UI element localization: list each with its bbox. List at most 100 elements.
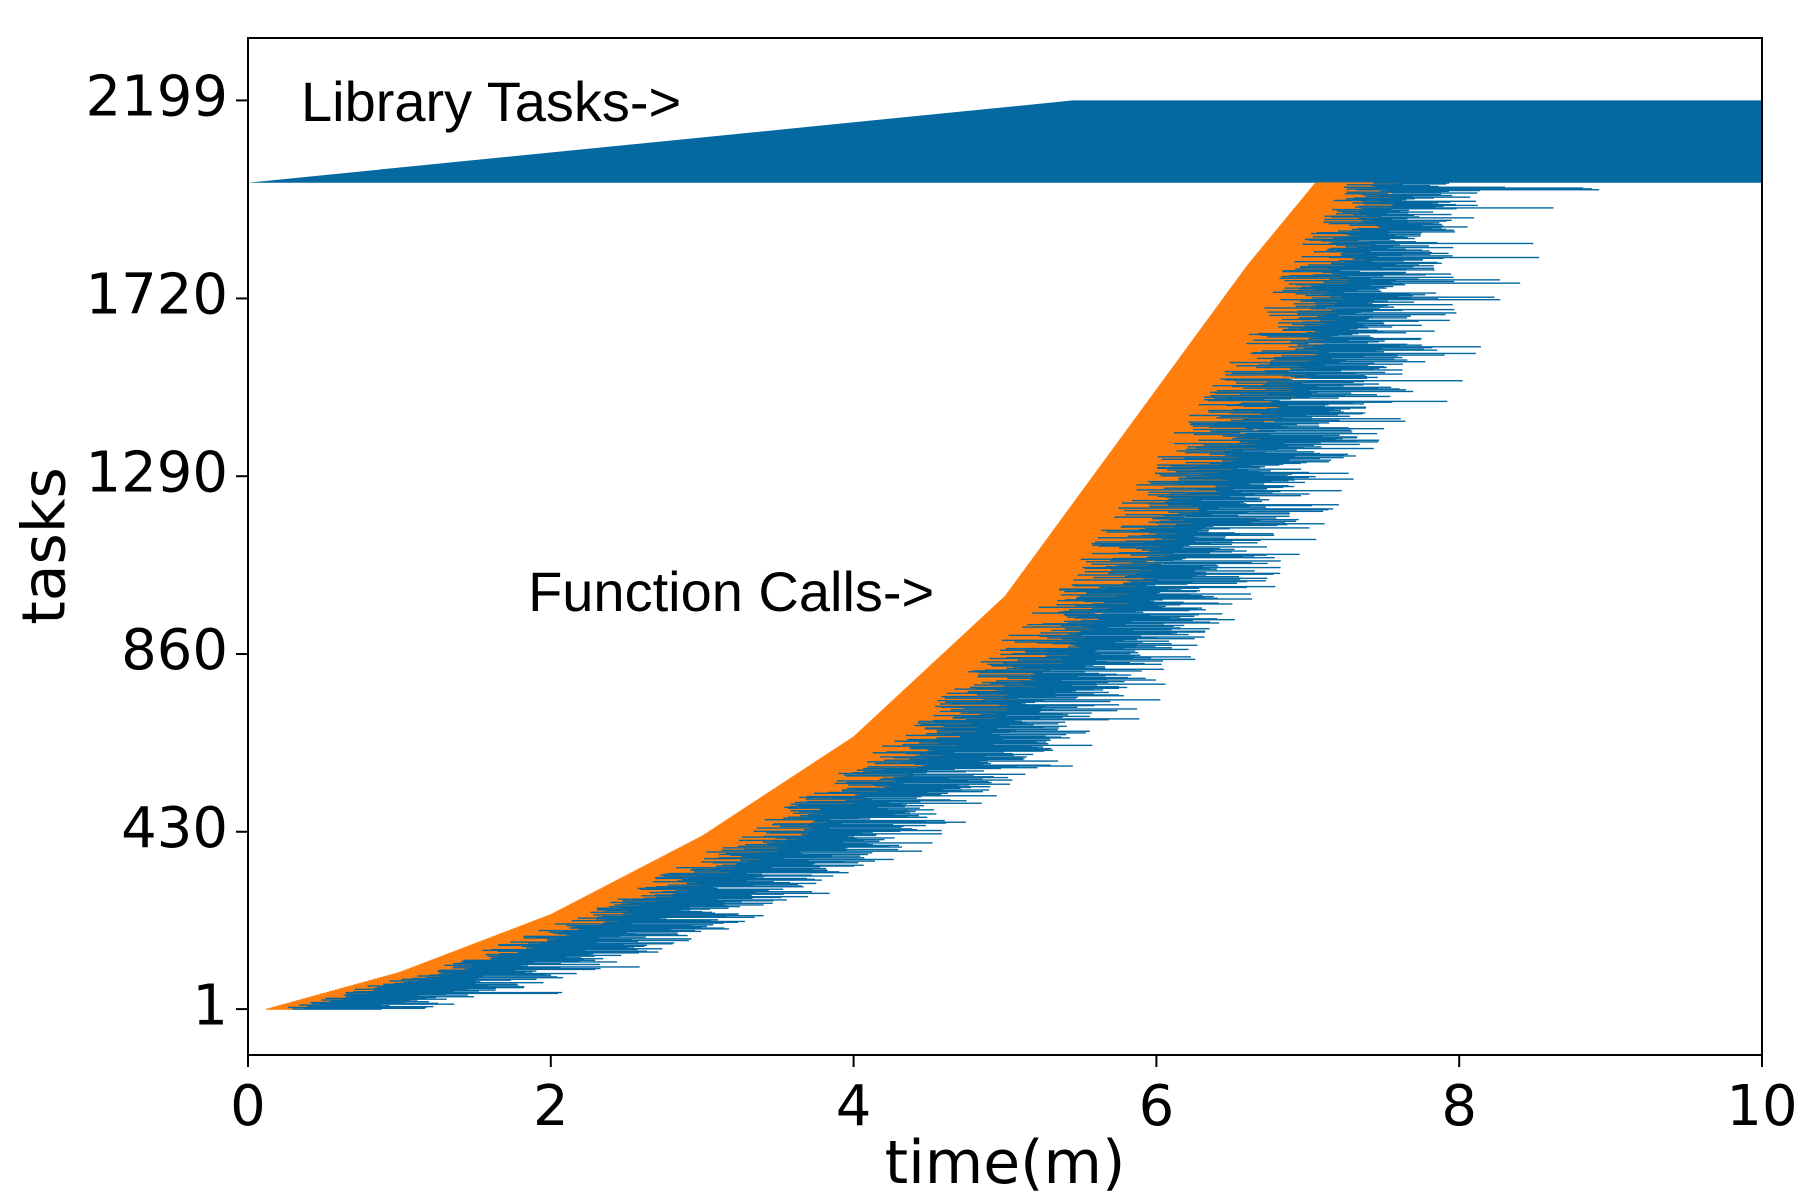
wait-span [642,866,734,868]
wait-span [845,741,936,743]
exec-span [1393,203,1456,206]
exec-span [927,750,1045,752]
exec-span [908,773,1026,775]
wait-span [1216,306,1317,308]
exec-span [376,986,524,989]
exec-span [1082,625,1174,627]
wait-span [1059,521,1149,523]
exec-span [1335,213,1388,215]
wait-span [1255,254,1342,256]
exec-span [1363,252,1449,255]
data-marks [248,100,1762,1010]
exec-span [1186,448,1278,451]
wait-span [922,671,979,674]
wait-span [981,617,1075,619]
wait-span [426,961,465,963]
wait-span [1062,517,1157,519]
wait-span [1307,191,1347,193]
wait-span [556,910,628,913]
exec-span [926,765,1073,767]
exec-span [1119,547,1183,549]
wait-span [1231,286,1302,288]
wait-span [669,852,762,854]
exec-span [595,918,667,920]
wait-span [1295,205,1359,207]
exec-span [1292,389,1407,391]
exec-span [1327,248,1406,250]
wait-span [740,809,791,812]
wait-span [1143,406,1281,408]
exec-span [459,962,535,964]
wait-span [1195,335,1298,337]
exec-span [977,726,1045,728]
wait-span [1138,413,1261,415]
exec-span [1059,589,1182,591]
wait-span [1154,391,1210,393]
wait-span [1048,536,1152,538]
exec-span [1267,394,1378,396]
wait-span [827,752,906,755]
wait-span [867,723,971,725]
exec-span [577,928,730,930]
wait-span [916,677,1008,680]
wait-span [352,984,384,986]
exec-span [1026,660,1164,662]
wait-span [899,693,1007,695]
exec-span [1130,554,1267,556]
exec-span [1248,442,1321,444]
exec-span [1286,383,1379,385]
exec-span [744,848,899,851]
wait-span [1291,211,1359,213]
exec-span [618,920,746,923]
exec-span [1333,199,1402,202]
exec-span [1136,489,1234,491]
exec-span [990,664,1094,666]
wait-span [1250,260,1295,263]
exec-span [1111,569,1196,571]
wait-span [844,742,919,744]
wait-span [499,933,558,935]
wait-span [944,651,1026,653]
wait-span [1073,501,1166,503]
wait-span [1111,449,1233,451]
exec-span [1060,594,1191,596]
wait-span [728,818,802,820]
exec-span [1109,559,1174,561]
wait-span [1143,405,1244,408]
wait-span [707,831,770,833]
wait-span [1188,345,1314,347]
exec-span [1308,264,1420,266]
exec-span [1095,541,1233,543]
wait-span [1231,285,1311,288]
wait-span [1079,493,1170,495]
exec-span [1157,495,1231,498]
wait-span [1098,467,1158,470]
wait-span [1118,440,1240,442]
wait-span [1167,373,1306,375]
exec-span [922,764,1051,766]
exec-span [1231,385,1318,388]
wait-span [812,762,875,765]
wait-span [632,871,695,873]
exec-span [1243,418,1312,421]
wait-span [964,633,1069,635]
y-tick-label: 860 [121,618,228,683]
wait-span [562,907,597,909]
wait-span [687,843,767,845]
exec-span [1063,620,1132,623]
exec-span [716,865,855,867]
exec-span [1236,456,1344,459]
exec-span [893,757,1022,759]
wait-span [415,965,454,967]
wait-span [927,666,1022,669]
exec-span [1269,314,1339,317]
exec-span [882,777,950,780]
wait-span [685,843,746,846]
exec-span [1352,198,1407,201]
wait-span [926,668,1045,670]
exec-span [1145,528,1230,530]
exec-span [1178,479,1296,481]
exec-span [1264,370,1342,372]
wait-span [723,821,827,823]
exec-span [960,735,1046,737]
